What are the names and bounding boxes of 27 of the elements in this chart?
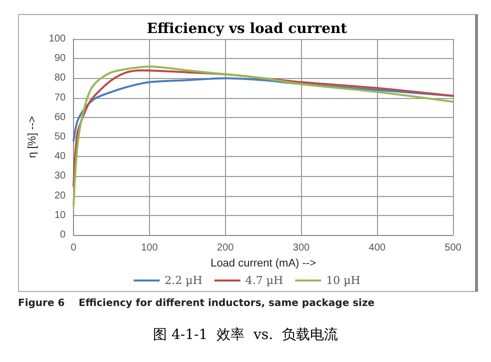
y-tick-label: 90 [54, 53, 66, 64]
y-tick-label: 10 [54, 210, 66, 221]
legend-label: 4.7 µH [245, 274, 284, 287]
line-series [72, 65, 454, 207]
line-series [72, 69, 454, 187]
x-tick-label: 100 [141, 242, 158, 254]
x-tick-label: 400 [368, 242, 386, 254]
x-tick-label: 300 [292, 242, 310, 254]
x-tick-label: 500 [444, 242, 462, 254]
y-axis-title: η [%] --> [26, 116, 38, 158]
y-tick-label: 40 [54, 151, 66, 162]
chart-title: Efficiency vs load current [146, 21, 348, 37]
y-tick-label: 60 [54, 112, 66, 123]
legend-label: 2.2 µH [164, 274, 202, 287]
y-tick-label: 30 [54, 170, 66, 182]
y-tick-label: 100 [48, 34, 66, 44]
y-tick-label: 20 [54, 190, 66, 202]
x-tick-label: 0 [70, 242, 77, 254]
x-axis-title: Load current (mA) --> [210, 257, 316, 270]
y-tick-label: 70 [54, 92, 66, 104]
y-tick-label: 0 [60, 230, 66, 240]
caption: 图 4-1-1 效率 vs. 负载电流 [152, 326, 339, 344]
legend-label: 10 µH [326, 274, 360, 287]
y-tick-label: 80 [54, 72, 66, 84]
caption: Figure 6 Efficiency for different inductors, same package size [18, 298, 375, 309]
x-tick-label: 200 [217, 242, 234, 254]
y-tick-label: 50 [54, 132, 66, 142]
